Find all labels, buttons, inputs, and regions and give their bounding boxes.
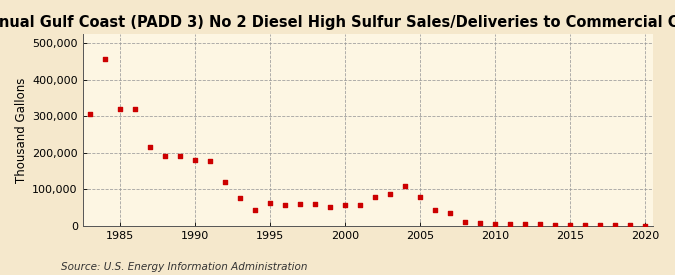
Point	[235, 196, 246, 201]
Point	[580, 223, 591, 227]
Point	[490, 222, 501, 226]
Point	[340, 202, 350, 207]
Point	[550, 222, 561, 227]
Point	[625, 223, 636, 227]
Point	[640, 223, 651, 228]
Point	[445, 211, 456, 215]
Point	[205, 159, 215, 163]
Point	[370, 194, 381, 199]
Point	[220, 180, 231, 184]
Point	[400, 183, 410, 188]
Point	[295, 202, 306, 206]
Point	[115, 107, 126, 111]
Point	[175, 154, 186, 159]
Point	[85, 112, 96, 117]
Y-axis label: Thousand Gallons: Thousand Gallons	[15, 77, 28, 183]
Point	[565, 222, 576, 227]
Point	[310, 202, 321, 206]
Text: Source: U.S. Energy Information Administration: Source: U.S. Energy Information Administ…	[61, 262, 307, 272]
Point	[130, 107, 140, 111]
Point	[325, 204, 335, 209]
Point	[190, 158, 200, 162]
Point	[265, 201, 275, 205]
Title: Annual Gulf Coast (PADD 3) No 2 Diesel High Sulfur Sales/Deliveries to Commercia: Annual Gulf Coast (PADD 3) No 2 Diesel H…	[0, 15, 675, 30]
Point	[475, 221, 485, 226]
Point	[250, 208, 261, 212]
Point	[415, 194, 426, 199]
Point	[430, 208, 441, 212]
Point	[460, 220, 470, 224]
Point	[385, 191, 396, 196]
Point	[505, 222, 516, 226]
Point	[610, 223, 620, 227]
Point	[100, 57, 111, 61]
Point	[520, 222, 531, 227]
Point	[595, 223, 605, 227]
Point	[355, 202, 366, 207]
Point	[535, 222, 545, 227]
Point	[144, 145, 155, 150]
Point	[280, 203, 291, 207]
Point	[160, 154, 171, 159]
